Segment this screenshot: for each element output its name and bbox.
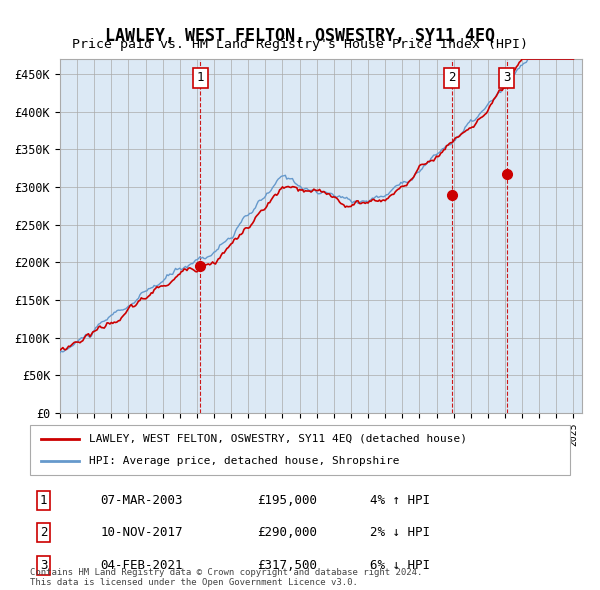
Text: 04-FEB-2021: 04-FEB-2021: [100, 559, 182, 572]
Text: LAWLEY, WEST FELTON, OSWESTRY, SY11 4EQ: LAWLEY, WEST FELTON, OSWESTRY, SY11 4EQ: [105, 27, 495, 45]
Text: 1: 1: [40, 494, 47, 507]
Text: 3: 3: [40, 559, 47, 572]
Text: 1: 1: [197, 71, 204, 84]
Text: £317,500: £317,500: [257, 559, 317, 572]
Text: £290,000: £290,000: [257, 526, 317, 539]
Text: Contains HM Land Registry data © Crown copyright and database right 2024.
This d: Contains HM Land Registry data © Crown c…: [30, 568, 422, 587]
Text: 6% ↓ HPI: 6% ↓ HPI: [370, 559, 430, 572]
Text: £195,000: £195,000: [257, 494, 317, 507]
Text: HPI: Average price, detached house, Shropshire: HPI: Average price, detached house, Shro…: [89, 456, 400, 466]
Text: 2% ↓ HPI: 2% ↓ HPI: [370, 526, 430, 539]
Text: 4% ↑ HPI: 4% ↑ HPI: [370, 494, 430, 507]
Text: Price paid vs. HM Land Registry's House Price Index (HPI): Price paid vs. HM Land Registry's House …: [72, 38, 528, 51]
Text: LAWLEY, WEST FELTON, OSWESTRY, SY11 4EQ (detached house): LAWLEY, WEST FELTON, OSWESTRY, SY11 4EQ …: [89, 434, 467, 444]
Text: 07-MAR-2003: 07-MAR-2003: [100, 494, 182, 507]
Text: 2: 2: [448, 71, 455, 84]
Text: 3: 3: [503, 71, 511, 84]
Text: 10-NOV-2017: 10-NOV-2017: [100, 526, 182, 539]
Text: 2: 2: [40, 526, 47, 539]
FancyBboxPatch shape: [30, 425, 570, 475]
